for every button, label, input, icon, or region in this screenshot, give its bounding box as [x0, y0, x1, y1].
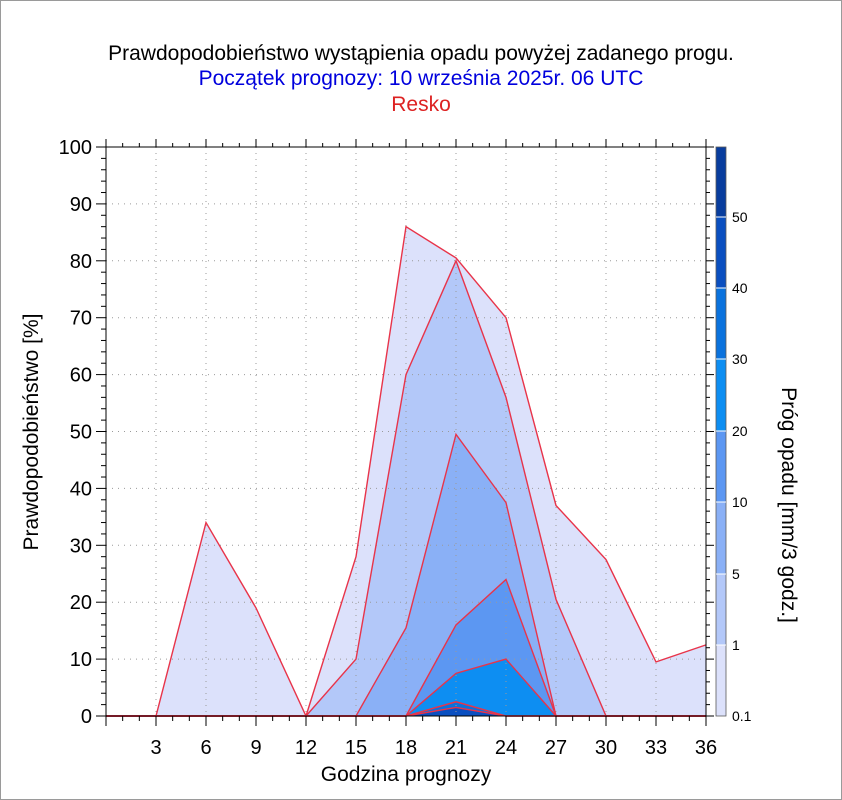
- x-tick-label: 36: [695, 737, 717, 759]
- colorbar-label: 5: [732, 566, 740, 582]
- colorbar-segment-0: [716, 645, 726, 716]
- colorbar-segment-3: [716, 431, 726, 502]
- x-tick-label: 30: [595, 737, 617, 759]
- y-tick-label: 50: [70, 422, 92, 444]
- x-tick-label: 9: [250, 737, 261, 759]
- x-tick-label: 21: [445, 737, 467, 759]
- x-axis-title: Godzina prognozy: [321, 763, 492, 786]
- y-tick-label: 30: [70, 535, 92, 557]
- location-name: Resko: [391, 93, 451, 116]
- x-tick-label: 12: [295, 737, 317, 759]
- area-threshold-2: [106, 434, 706, 716]
- y-tick-label: 0: [81, 706, 92, 728]
- forecast-start: Początek prognozy: 10 września 2025r. 06…: [198, 67, 644, 90]
- colorbar-segment-6: [716, 217, 726, 288]
- x-tick-label: 15: [345, 737, 367, 759]
- colorbar-segment-7: [716, 147, 726, 217]
- y-tick-label: 100: [59, 137, 92, 159]
- colorbar: 0.1 1 5 10 20 30 40 50: [715, 146, 752, 724]
- colorbar-label: 1: [732, 637, 740, 653]
- x-tick-label: 6: [200, 737, 211, 759]
- x-tick-label: 24: [495, 737, 517, 759]
- colorbar-label: 40: [732, 280, 748, 296]
- y-tick-label: 90: [70, 194, 92, 216]
- colorbar-segment-4: [716, 359, 726, 431]
- colorbar-title: Próg opadu [mm/3 godz.]: [777, 387, 800, 623]
- x-tick-label: 27: [545, 737, 567, 759]
- y-tick-label: 60: [70, 365, 92, 387]
- colorbar-label: 10: [732, 494, 748, 510]
- y-tick-label: 10: [70, 649, 92, 671]
- y-tick-label: 80: [70, 251, 92, 273]
- y-tick-label: 20: [70, 592, 92, 614]
- x-tick-label: 33: [645, 737, 667, 759]
- colorbar-segment-2: [716, 502, 726, 574]
- x-tick-label: 3: [150, 737, 161, 759]
- colorbar-label: 30: [732, 351, 748, 367]
- colorbar-label: 50: [732, 209, 748, 225]
- chart-title: Prawdopodobieństwo wystąpienia opadu pow…: [108, 42, 734, 65]
- y-tick-label: 70: [70, 308, 92, 330]
- colorbar-segment-5: [716, 288, 726, 359]
- colorbar-label: 20: [732, 423, 748, 439]
- y-tick-label: 40: [70, 478, 92, 500]
- colorbar-label: 0.1: [732, 708, 752, 724]
- colorbar-segment-1: [716, 574, 726, 645]
- y-axis-title: Prawdopodobieństwo [%]: [20, 314, 43, 551]
- x-tick-label: 18: [395, 737, 417, 759]
- series-line-0_1: [106, 225, 707, 718]
